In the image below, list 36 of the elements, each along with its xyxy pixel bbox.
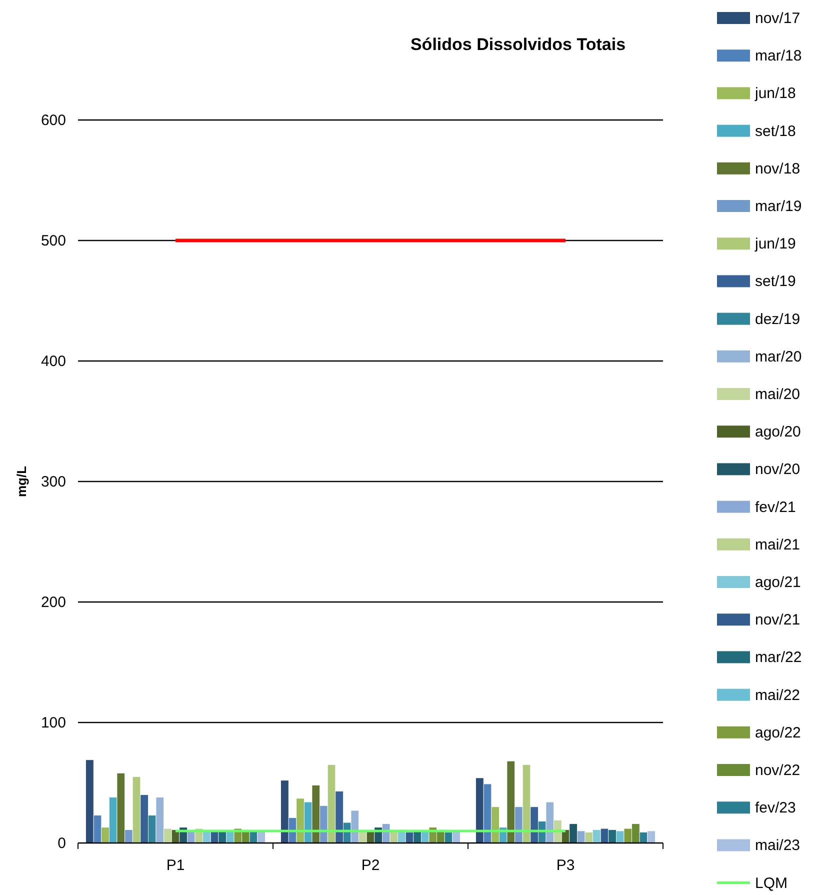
legend-label: LQM	[755, 874, 788, 892]
legend-label: ago/22	[755, 724, 801, 742]
legend-label: nov/17	[755, 10, 800, 27]
chart-title: Sólidos Dissolvidos Totais	[410, 35, 626, 54]
legend-label: nov/22	[755, 762, 800, 779]
y-axis-title: mg/L	[14, 466, 29, 498]
legend-label: mai/23	[755, 837, 800, 854]
legend-label: mar/20	[755, 348, 802, 366]
legend-label: mai/22	[755, 686, 800, 704]
y-tick-label: 100	[40, 714, 66, 732]
legend-label: nov/18	[755, 160, 800, 178]
x-tick-label: P2	[361, 857, 380, 874]
legend-label: mai/20	[755, 386, 800, 403]
y-tick-label: 300	[40, 474, 66, 490]
y-tick-label: 0	[58, 835, 66, 852]
legend-label: jun/18	[754, 85, 796, 102]
legend-label: mar/18	[755, 48, 802, 65]
legend-label: jun/19	[754, 236, 796, 253]
legend-label: ago/20	[755, 424, 801, 441]
legend-label: ago/21	[755, 574, 801, 591]
y-tick-label: 500	[40, 232, 66, 250]
legend-label: dez/19	[755, 310, 800, 328]
legend-label: set/18	[755, 122, 796, 140]
legend-label: nov/20	[755, 461, 800, 478]
legend-label: nov/21	[755, 612, 800, 629]
x-tick-label: P1	[166, 857, 185, 874]
legend-label: mai/21	[755, 536, 800, 554]
legend-label: mar/19	[755, 198, 802, 215]
x-tick-label: P3	[556, 857, 575, 874]
y-tick-label: 600	[40, 112, 66, 129]
legend-label: set/19	[755, 273, 796, 290]
y-tick-label: 400	[40, 353, 66, 370]
legend-label: fev/23	[755, 800, 796, 817]
legend-label: mar/22	[755, 649, 802, 666]
legend-label: fev/21	[755, 498, 796, 516]
y-tick-label: 200	[40, 594, 66, 611]
